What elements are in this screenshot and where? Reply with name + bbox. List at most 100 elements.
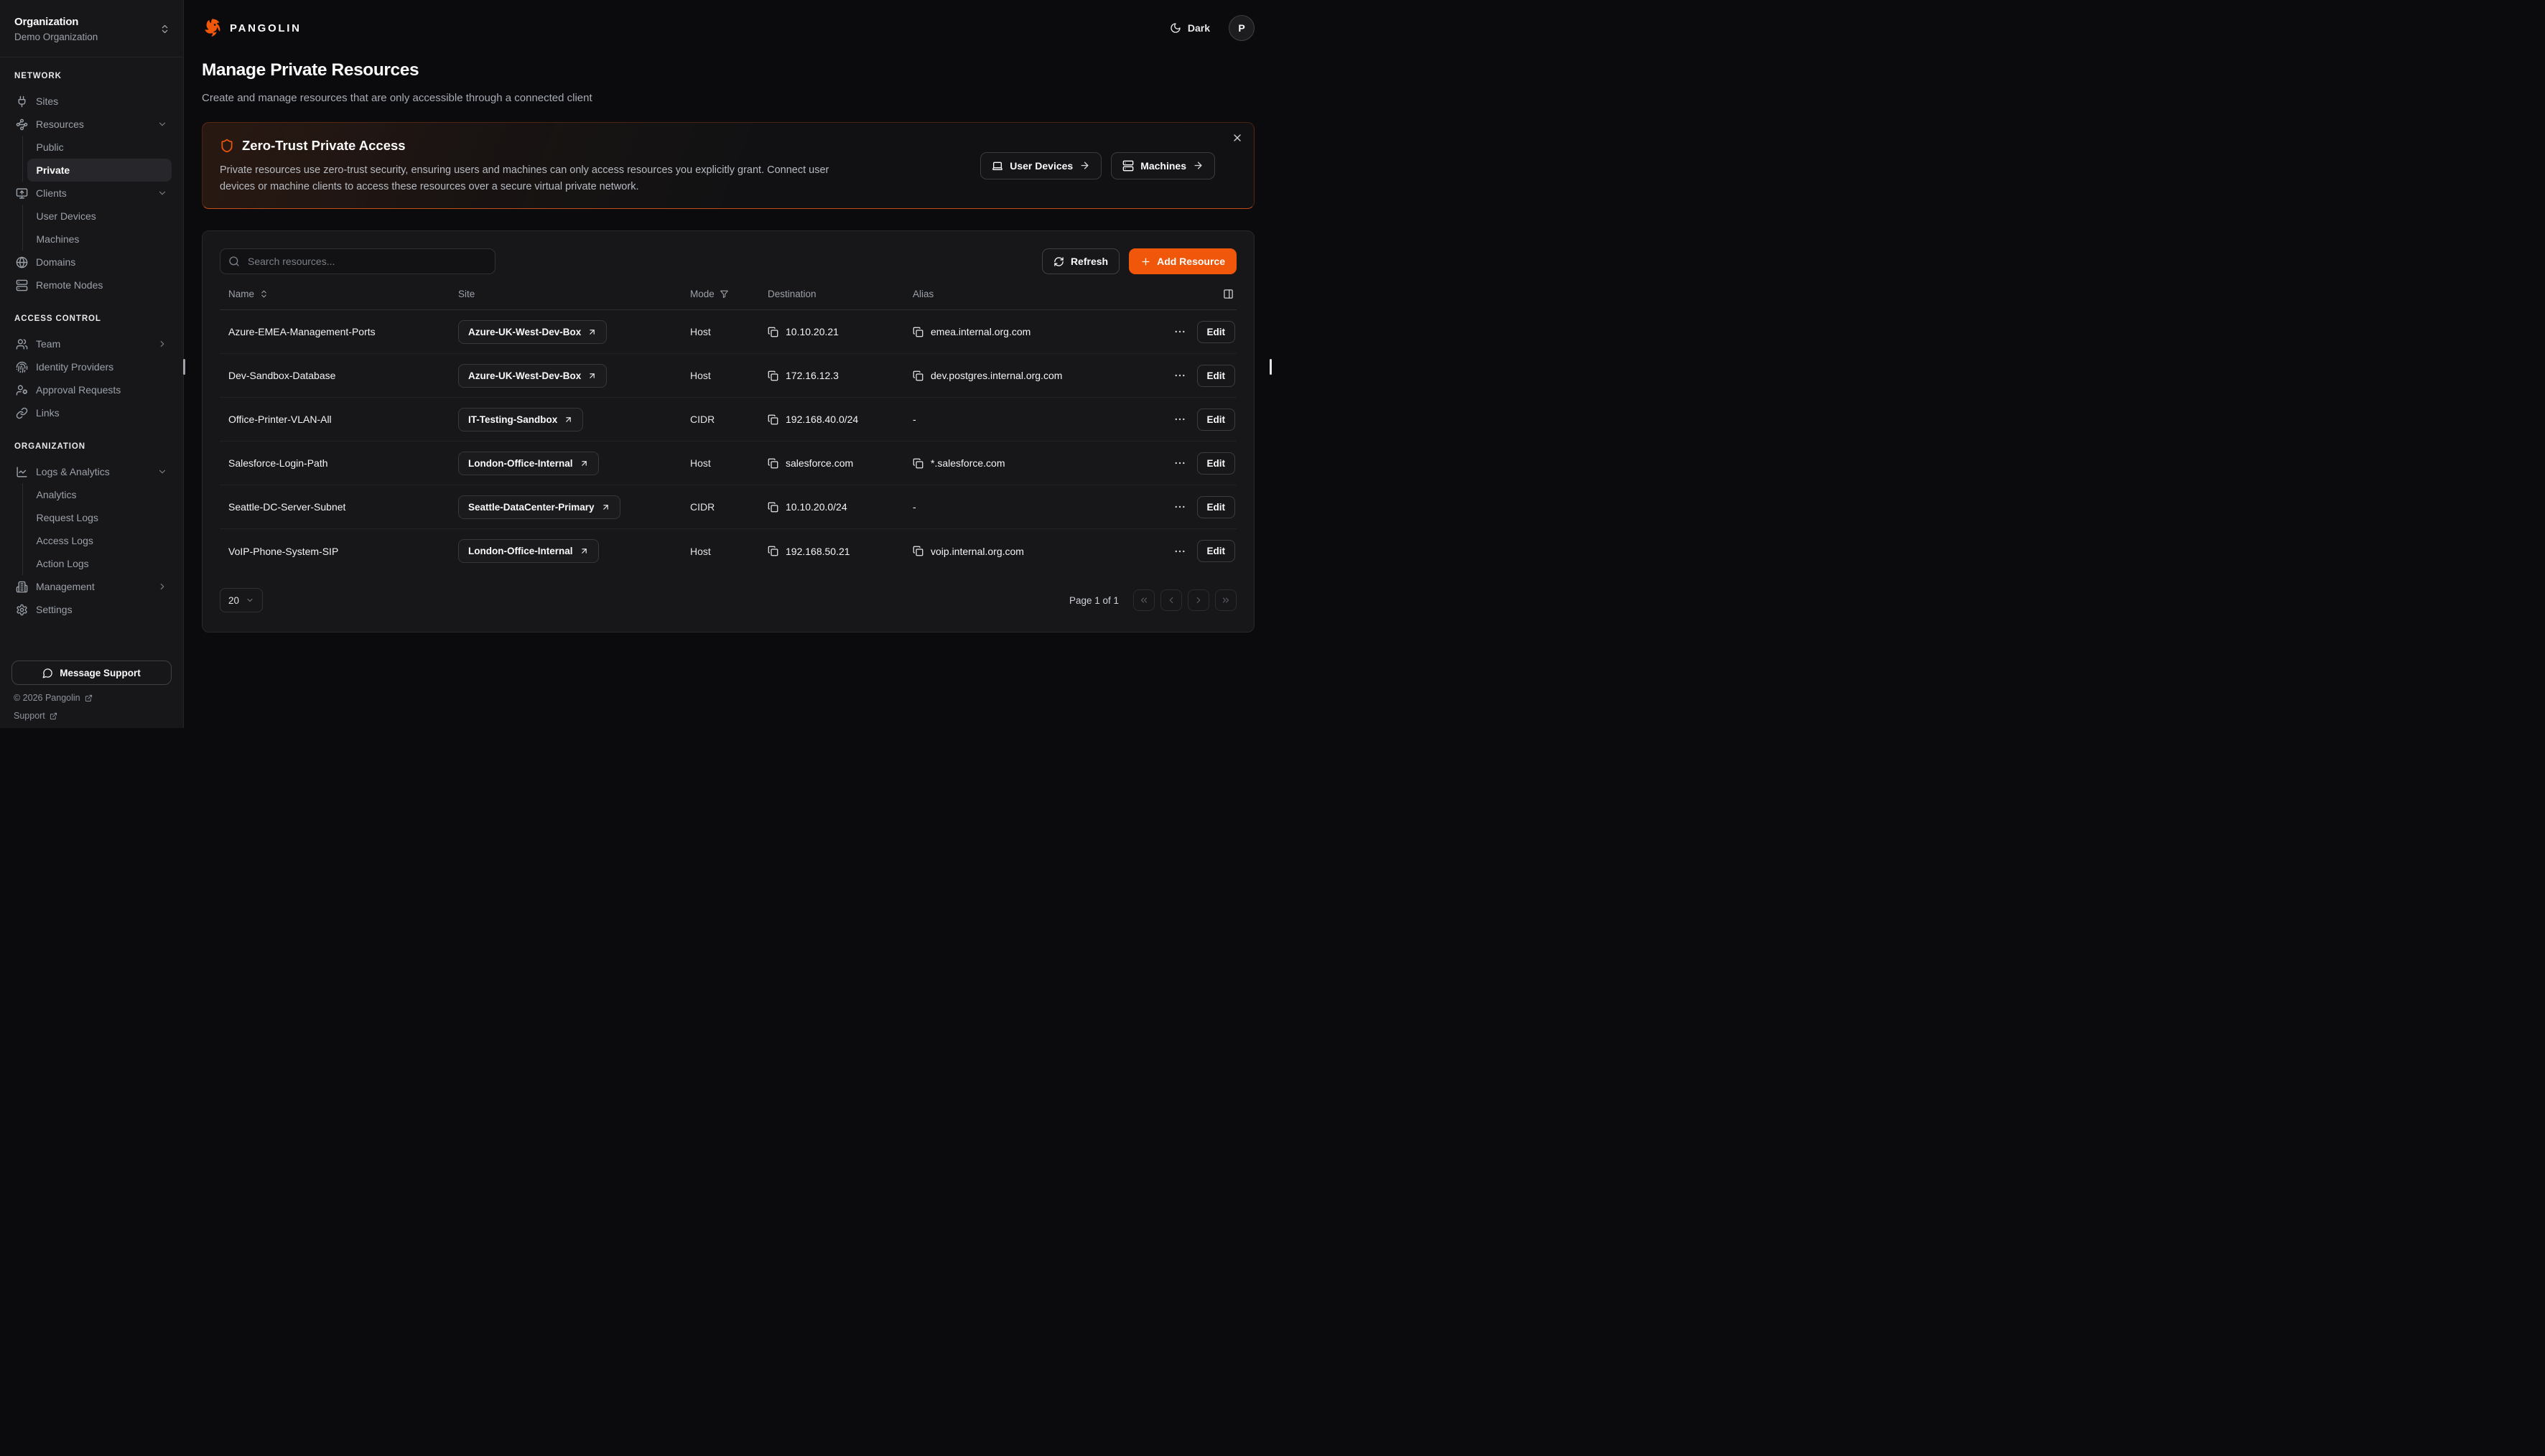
theme-label: Dark xyxy=(1187,22,1210,34)
clients-submenu: User Devices Machines xyxy=(22,205,172,251)
sidebar-item-private[interactable]: Private xyxy=(27,159,172,182)
row-menu-icon[interactable] xyxy=(1173,413,1186,426)
machines-button[interactable]: Machines xyxy=(1111,151,1215,179)
add-resource-button[interactable]: Add Resource xyxy=(1129,248,1237,275)
sidebar-item-analytics[interactable]: Analytics xyxy=(27,483,172,506)
copyright-link[interactable]: © 2026 Pangolin xyxy=(11,693,172,703)
site-link[interactable]: London-Office-Internal xyxy=(458,539,599,564)
row-menu-icon[interactable] xyxy=(1173,500,1186,513)
site-link[interactable]: Azure-UK-West-Dev-Box xyxy=(458,363,608,388)
site-link[interactable]: Seattle-DataCenter-Primary xyxy=(458,495,620,519)
arrow-up-right-icon xyxy=(580,546,589,556)
link-icon xyxy=(16,407,28,419)
sidebar-item-label: User Devices xyxy=(36,210,96,222)
copy-icon[interactable] xyxy=(768,370,778,381)
user-devices-button[interactable]: User Devices xyxy=(980,151,1102,179)
next-page-button[interactable] xyxy=(1188,589,1209,612)
sidebar-item-logs-analytics[interactable]: Logs & Analytics xyxy=(11,460,172,483)
server-icon xyxy=(16,279,28,291)
sidebar-item-domains[interactable]: Domains xyxy=(11,251,172,274)
site-link[interactable]: IT-Testing-Sandbox xyxy=(458,407,584,431)
sidebar-item-machines[interactable]: Machines xyxy=(27,228,172,251)
banner-content: Zero-Trust Private Access Private resour… xyxy=(220,138,830,193)
monitor-up-icon xyxy=(16,187,28,200)
sidebar-item-public[interactable]: Public xyxy=(27,136,172,159)
row-menu-icon[interactable] xyxy=(1173,545,1186,558)
org-switcher[interactable]: Organization Demo Organization xyxy=(0,0,183,57)
alias-copy-icon[interactable] xyxy=(913,546,923,556)
alias-cell: - xyxy=(913,414,1136,425)
shield-icon xyxy=(220,139,234,153)
edit-button[interactable]: Edit xyxy=(1196,495,1235,518)
site-cell: IT-Testing-Sandbox xyxy=(458,407,690,431)
copy-icon[interactable] xyxy=(768,327,778,337)
sidebar-item-action-logs[interactable]: Action Logs xyxy=(27,552,172,575)
close-icon[interactable] xyxy=(1232,132,1243,144)
header-label: Mode xyxy=(690,289,715,300)
alias-copy-icon[interactable] xyxy=(913,370,923,381)
column-header-mode[interactable]: Mode xyxy=(690,289,768,299)
sidebar-resize-handle[interactable] xyxy=(183,359,185,375)
chevron-down-icon xyxy=(157,119,167,129)
copy-icon[interactable] xyxy=(768,546,778,556)
page-size-select[interactable]: 20 xyxy=(220,588,264,613)
site-link[interactable]: Azure-UK-West-Dev-Box xyxy=(458,319,608,344)
org-switcher-label: Organization xyxy=(14,16,79,28)
table-row: Dev-Sandbox-Database Azure-UK-West-Dev-B… xyxy=(220,354,1237,398)
sidebar-item-links[interactable]: Links xyxy=(11,401,172,424)
site-label: London-Office-Internal xyxy=(468,546,573,557)
sidebar-item-label: Logs & Analytics xyxy=(36,466,110,477)
arrow-right-icon xyxy=(1193,160,1204,171)
users-icon xyxy=(16,338,28,350)
theme-toggle[interactable]: Dark xyxy=(1170,22,1210,34)
sidebar-item-resources[interactable]: Resources xyxy=(11,113,172,136)
sidebar-item-identity-providers[interactable]: Identity Providers xyxy=(11,355,172,378)
org-switcher-value: Demo Organization xyxy=(14,32,98,42)
alias-copy-icon[interactable] xyxy=(913,458,923,469)
column-settings-icon[interactable] xyxy=(1136,289,1237,299)
alias-copy-icon[interactable] xyxy=(913,327,923,337)
support-link[interactable]: Support xyxy=(11,711,172,721)
avatar[interactable]: P xyxy=(1229,15,1255,41)
edit-button[interactable]: Edit xyxy=(1196,408,1235,431)
column-header-name[interactable]: Name xyxy=(228,289,458,299)
sidebar-item-management[interactable]: Management xyxy=(11,575,172,598)
previous-page-button[interactable] xyxy=(1160,589,1182,612)
sidebar-item-clients[interactable]: Clients xyxy=(11,182,172,205)
sidebar-item-label: Approval Requests xyxy=(36,384,121,396)
sidebar-item-settings[interactable]: Settings xyxy=(11,598,172,621)
scrollbar-thumb[interactable] xyxy=(1270,359,1272,375)
first-page-button[interactable] xyxy=(1133,589,1155,612)
column-header-site: Site xyxy=(458,289,690,299)
column-header-destination: Destination xyxy=(768,289,913,299)
edit-button[interactable]: Edit xyxy=(1196,364,1235,387)
row-menu-icon[interactable] xyxy=(1173,369,1186,382)
message-support-button[interactable]: Message Support xyxy=(11,661,172,685)
row-menu-icon[interactable] xyxy=(1173,457,1186,470)
sidebar-item-user-devices[interactable]: User Devices xyxy=(27,205,172,228)
edit-button[interactable]: Edit xyxy=(1196,540,1235,563)
copy-icon[interactable] xyxy=(768,414,778,425)
edit-button[interactable]: Edit xyxy=(1196,320,1235,343)
refresh-icon xyxy=(1053,256,1064,267)
sidebar-item-approval-requests[interactable]: Approval Requests xyxy=(11,378,172,401)
search-input[interactable] xyxy=(220,248,495,275)
user-devices-label: User Devices xyxy=(1010,159,1074,172)
refresh-button[interactable]: Refresh xyxy=(1041,248,1120,275)
sidebar-item-sites[interactable]: Sites xyxy=(11,90,172,113)
edit-button[interactable]: Edit xyxy=(1196,452,1235,475)
site-label: London-Office-Internal xyxy=(468,457,573,469)
site-link[interactable]: London-Office-Internal xyxy=(458,451,599,475)
brand-logo[interactable]: PANGOLIN xyxy=(202,18,302,39)
sidebar-item-remote-nodes[interactable]: Remote Nodes xyxy=(11,274,172,297)
resource-name: Azure-EMEA-Management-Ports xyxy=(228,326,376,338)
machines-label: Machines xyxy=(1140,159,1186,172)
last-page-button[interactable] xyxy=(1215,589,1237,612)
copy-icon[interactable] xyxy=(768,458,778,469)
table-row: VoIP-Phone-System-SIP London-Office-Inte… xyxy=(220,529,1237,573)
sidebar-item-request-logs[interactable]: Request Logs xyxy=(27,506,172,529)
sidebar-item-team[interactable]: Team xyxy=(11,332,172,355)
row-menu-icon[interactable] xyxy=(1173,325,1186,338)
sidebar-item-access-logs[interactable]: Access Logs xyxy=(27,529,172,552)
copy-icon[interactable] xyxy=(768,502,778,513)
